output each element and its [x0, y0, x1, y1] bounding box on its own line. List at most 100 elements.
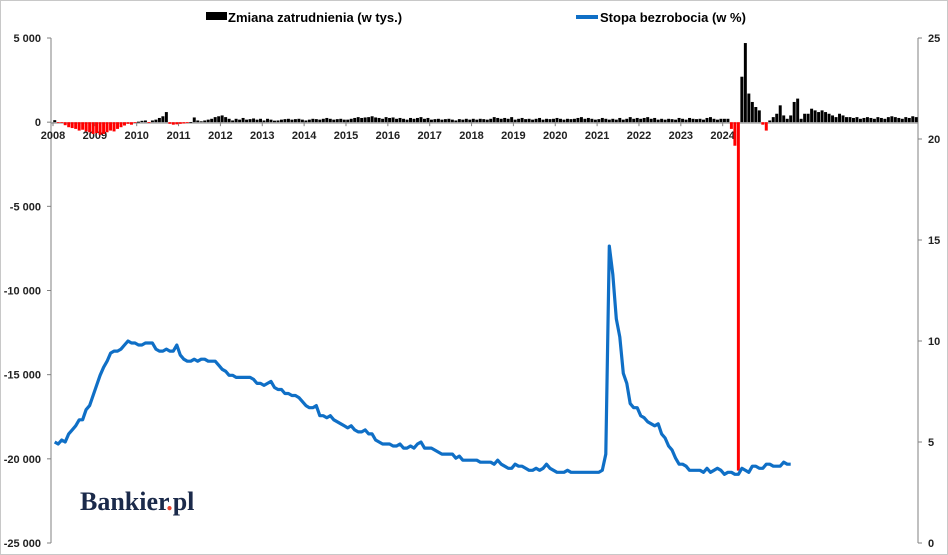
legend-label-unemployment: Stopa bezrobocia (w %)	[600, 10, 746, 25]
employment-bar	[81, 122, 85, 130]
employment-bar	[185, 122, 189, 124]
employment-bar	[848, 117, 852, 123]
employment-bar	[231, 120, 235, 123]
employment-bar	[182, 122, 186, 124]
employment-bar	[384, 117, 388, 123]
employment-bar	[398, 117, 402, 123]
x-tick-label: 2016	[376, 130, 400, 142]
left-tick-label: -15 000	[4, 370, 41, 382]
employment-bar	[307, 119, 311, 123]
employment-bar	[702, 119, 705, 123]
employment-bar	[684, 119, 688, 123]
employment-bar	[105, 122, 109, 133]
employment-bar	[722, 118, 726, 123]
employment-bar	[775, 113, 779, 123]
employment-bar	[761, 122, 765, 125]
employment-bar	[695, 119, 699, 123]
employment-bar	[339, 118, 343, 123]
employment-bar	[670, 119, 674, 123]
employment-bar	[712, 118, 716, 123]
left-tick-label: -5 000	[10, 201, 41, 213]
employment-bar	[792, 101, 796, 123]
employment-bar	[642, 117, 646, 123]
employment-bar	[279, 119, 283, 123]
employment-bar	[168, 122, 172, 124]
employment-bar	[475, 119, 479, 123]
employment-bar	[314, 119, 318, 123]
employment-bar	[210, 118, 214, 123]
employment-bar	[499, 118, 503, 123]
employment-bar	[649, 118, 653, 123]
employment-bar	[395, 118, 399, 123]
employment-bar	[757, 110, 761, 123]
employment-bar	[102, 122, 106, 134]
employment-bar	[586, 117, 590, 123]
x-axis-ticks: 2008 2009 2010 2011 2012 2013 2014 2015 2016 2017…	[41, 122, 736, 142]
employment-bar	[171, 122, 175, 125]
employment-bar	[318, 119, 322, 123]
employment-bar	[845, 117, 848, 123]
employment-bar	[907, 117, 911, 123]
employment-bar	[178, 122, 182, 124]
employment-bar	[377, 117, 381, 123]
employment-bar	[768, 120, 772, 123]
employment-bar	[454, 120, 458, 123]
employment-bar	[433, 119, 437, 123]
employment-bar	[67, 122, 71, 128]
employment-bar	[220, 115, 224, 123]
employment-bar	[290, 119, 294, 123]
left-tick-label: 5 000	[13, 33, 41, 45]
employment-bar	[590, 118, 594, 123]
employment-bar	[443, 119, 447, 123]
employment-bar	[614, 119, 618, 123]
employment-bar	[374, 117, 378, 123]
legend-label-employment: Zmiana zatrudnienia (w tys.)	[228, 10, 402, 25]
employment-bar	[245, 119, 249, 123]
employment-bar	[461, 119, 465, 123]
employment-bar	[255, 119, 259, 123]
employment-bar	[817, 112, 821, 123]
employment-bar	[440, 119, 444, 123]
employment-bar	[164, 112, 168, 123]
employment-bar	[813, 110, 817, 123]
employment-bar	[485, 119, 489, 123]
employment-bar	[91, 122, 95, 134]
x-tick-label: 2019	[501, 130, 525, 142]
employment-bar	[517, 118, 521, 123]
employment-bar	[604, 118, 608, 123]
employment-bar	[520, 117, 524, 123]
employment-bar	[698, 118, 702, 123]
employment-bar	[569, 119, 573, 123]
employment-bar	[914, 117, 918, 123]
employment-bar	[422, 118, 426, 123]
employment-bar	[726, 118, 730, 123]
employment-bar	[297, 118, 301, 123]
employment-bar	[628, 117, 632, 123]
employment-bar	[660, 118, 664, 123]
right-tick-label: 20	[928, 134, 940, 146]
employment-bar	[681, 118, 685, 123]
employment-bar	[688, 117, 692, 123]
employment-bar	[192, 117, 196, 123]
employment-bar	[782, 115, 786, 123]
employment-bar	[77, 122, 81, 131]
employment-bar	[381, 118, 385, 123]
employment-bar	[436, 118, 440, 123]
employment-bar	[471, 118, 475, 123]
employment-bar	[496, 117, 500, 123]
employment-bar	[771, 117, 775, 123]
employment-bar	[492, 117, 496, 123]
employment-bar	[607, 119, 611, 123]
employment-bar	[572, 118, 576, 123]
employment-bar	[593, 119, 597, 123]
employment-bar	[482, 119, 486, 123]
employment-bar	[778, 105, 782, 123]
employment-bar	[154, 119, 158, 123]
employment-bar	[851, 117, 855, 123]
employment-bar	[541, 119, 545, 123]
unemployment-line	[53, 244, 791, 476]
employment-bar	[353, 117, 357, 123]
employment-bar	[346, 119, 350, 123]
employment-bar	[175, 122, 179, 125]
employment-bar	[879, 117, 883, 123]
